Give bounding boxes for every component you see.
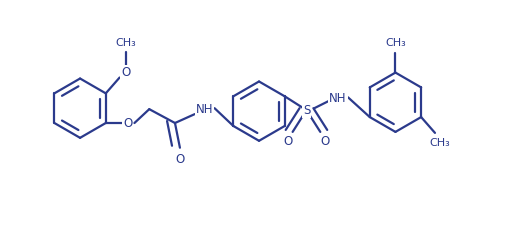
Text: O: O — [283, 135, 292, 148]
Text: O: O — [321, 135, 330, 148]
Text: CH₃: CH₃ — [385, 38, 406, 48]
Text: NH: NH — [329, 92, 347, 105]
Text: O: O — [123, 117, 132, 129]
Text: O: O — [175, 153, 185, 166]
Text: S: S — [303, 104, 310, 117]
Text: NH: NH — [196, 103, 213, 116]
Text: CH₃: CH₃ — [429, 138, 450, 148]
Text: CH₃: CH₃ — [115, 38, 136, 48]
Text: O: O — [121, 66, 130, 79]
